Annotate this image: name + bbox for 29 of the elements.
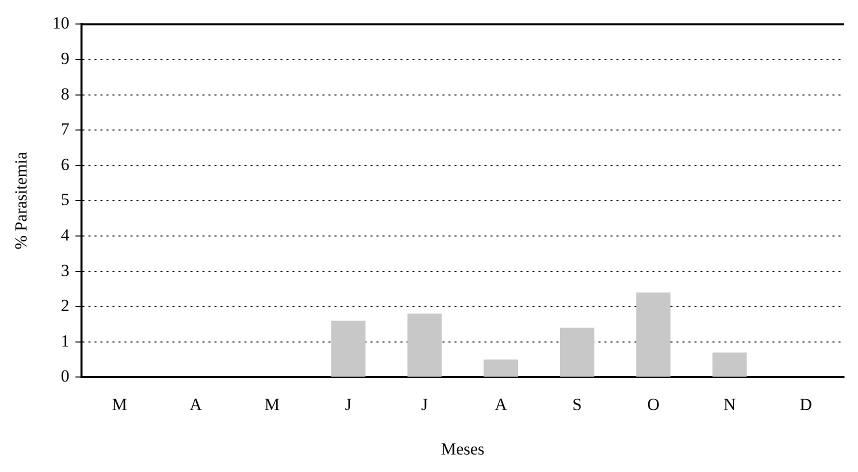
y-tick-label: 2 bbox=[60, 296, 70, 316]
x-tick-label: A bbox=[190, 394, 203, 414]
x-axis-title: Meses bbox=[440, 439, 484, 458]
y-tick-label: 4 bbox=[60, 225, 70, 244]
y-tick-label: 9 bbox=[60, 48, 70, 68]
x-tick-label: J bbox=[344, 394, 352, 414]
y-axis-title: % Parasitemia bbox=[12, 151, 31, 250]
x-tick-label: O bbox=[647, 394, 660, 414]
x-tick-label: A bbox=[494, 394, 508, 414]
bar bbox=[407, 314, 442, 377]
y-tick-label: 8 bbox=[60, 84, 70, 104]
bar bbox=[484, 360, 518, 377]
x-tick-label: D bbox=[800, 394, 812, 414]
y-tick-label: 7 bbox=[60, 120, 70, 139]
y-tick-label: 6 bbox=[60, 154, 70, 174]
bar bbox=[560, 328, 594, 377]
bar bbox=[712, 352, 747, 377]
y-tick-label: 5 bbox=[60, 190, 70, 210]
x-tick-label: J bbox=[421, 394, 428, 414]
bar bbox=[636, 292, 671, 377]
x-tick-label: S bbox=[572, 394, 582, 414]
x-tick-label: N bbox=[723, 394, 736, 414]
x-tick-label: M bbox=[264, 394, 280, 414]
x-tick-label: M bbox=[112, 394, 128, 414]
y-tick-label: 0 bbox=[60, 366, 70, 386]
y-tick-label: 10 bbox=[52, 14, 70, 33]
bar bbox=[331, 320, 366, 377]
y-tick-label: 1 bbox=[60, 331, 70, 350]
y-tick-label: 3 bbox=[60, 260, 70, 280]
